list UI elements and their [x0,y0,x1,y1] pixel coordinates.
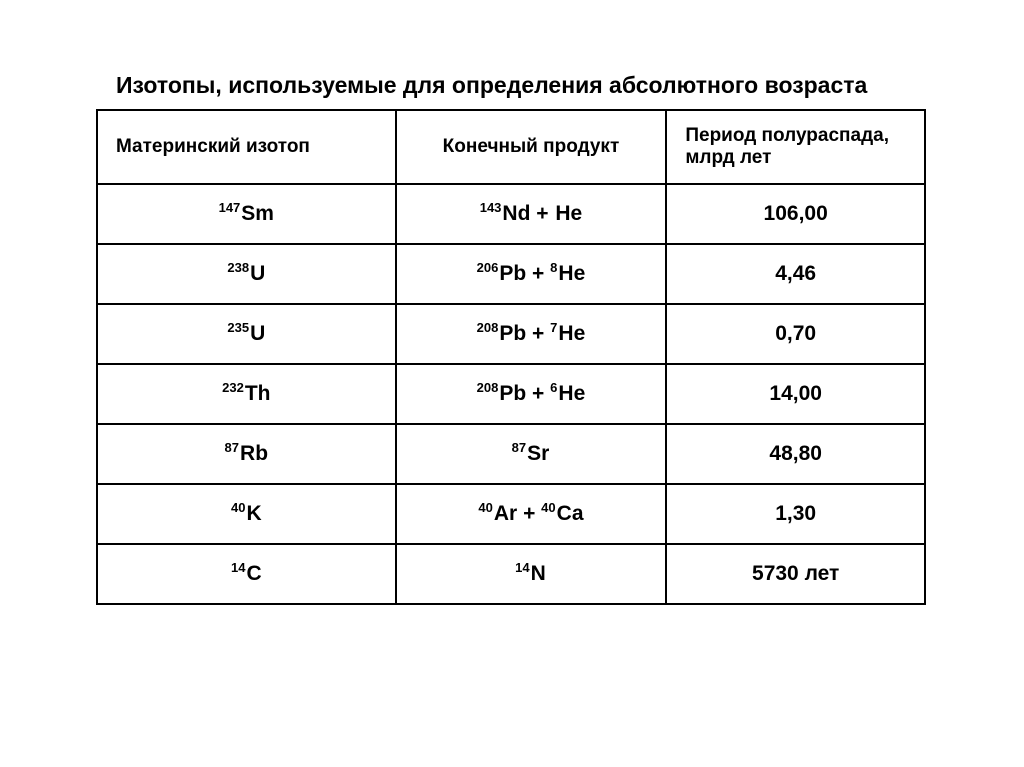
cell-parent: 14C [97,544,396,604]
element-symbol: He [555,202,582,225]
page-title: Изотопы, используемые для определения аб… [96,72,964,99]
col-header-parent: Материнский изотоп [97,110,396,184]
mass-number: 208 [477,320,499,335]
cell-halflife: 14,00 [666,364,925,424]
element-symbol: C [246,562,261,585]
cell-halflife: 0,70 [666,304,925,364]
isotope-table: Материнский изотоп Конечный продукт Пери… [96,109,926,605]
plus-text: + [526,322,550,345]
mass-number: 238 [227,260,249,275]
mass-number: 87 [225,440,239,455]
mass-number: 40 [231,500,245,515]
element-symbol: U [250,262,265,285]
element-symbol: U [250,322,265,345]
element-symbol: Sm [241,202,274,225]
page: Изотопы, используемые для определения аб… [0,0,1024,605]
element-symbol: He [558,262,585,285]
element-symbol: Nd [502,202,530,225]
mass-number: 40 [541,500,555,515]
table-row: 14C 14N 5730 лет [97,544,925,604]
element-symbol: He [558,322,585,345]
mass-number: 143 [480,200,502,215]
cell-halflife: 1,30 [666,484,925,544]
element-symbol: Rb [240,442,268,465]
element-symbol: Pb [499,382,526,405]
mass-number: 8 [550,260,557,275]
mass-number: 40 [478,500,492,515]
cell-product: 208Pb + 7He [396,304,667,364]
element-symbol: Sr [527,442,549,465]
table-row: 238U 206Pb + 8He 4,46 [97,244,925,304]
element-symbol: Pb [499,322,526,345]
cell-parent: 87Rb [97,424,396,484]
element-symbol: Th [245,382,271,405]
mass-number: 235 [227,320,249,335]
cell-parent: 232Th [97,364,396,424]
mass-number: 206 [477,260,499,275]
element-symbol: Pb [499,262,526,285]
cell-product: 143Nd + He [396,184,667,244]
cell-product: 40Ar + 40Ca [396,484,667,544]
element-symbol: Ca [557,502,584,525]
mass-number: 232 [222,380,244,395]
plus-text: + [517,502,541,525]
element-symbol: He [558,382,585,405]
mass-number: 208 [477,380,499,395]
element-symbol: N [531,562,546,585]
mass-number: 14 [515,560,529,575]
cell-halflife: 48,80 [666,424,925,484]
mass-number: 6 [550,380,557,395]
element-symbol: K [246,502,261,525]
cell-parent: 238U [97,244,396,304]
cell-product: 14N [396,544,667,604]
col-header-product: Конечный продукт [396,110,667,184]
col-header-halflife: Период полураспада, млрд лет [666,110,925,184]
mass-number: 87 [512,440,526,455]
cell-parent: 235U [97,304,396,364]
cell-product: 208Pb + 6He [396,364,667,424]
cell-product: 87Sr [396,424,667,484]
table-header-row: Материнский изотоп Конечный продукт Пери… [97,110,925,184]
cell-parent: 40K [97,484,396,544]
table-row: 147Sm 143Nd + He 106,00 [97,184,925,244]
element-symbol: Ar [494,502,517,525]
mass-number: 147 [219,200,241,215]
plus-text: + [526,382,550,405]
mass-number: 7 [550,320,557,335]
table-row: 235U 208Pb + 7He 0,70 [97,304,925,364]
table-row: 40K 40Ar + 40Ca 1,30 [97,484,925,544]
cell-halflife: 106,00 [666,184,925,244]
plus-text: + [526,262,550,285]
table-row: 87Rb 87Sr 48,80 [97,424,925,484]
plus-text: + [530,202,554,225]
cell-product: 206Pb + 8He [396,244,667,304]
cell-parent: 147Sm [97,184,396,244]
cell-halflife: 4,46 [666,244,925,304]
cell-halflife: 5730 лет [666,544,925,604]
mass-number: 14 [231,560,245,575]
table-row: 232Th 208Pb + 6He 14,00 [97,364,925,424]
